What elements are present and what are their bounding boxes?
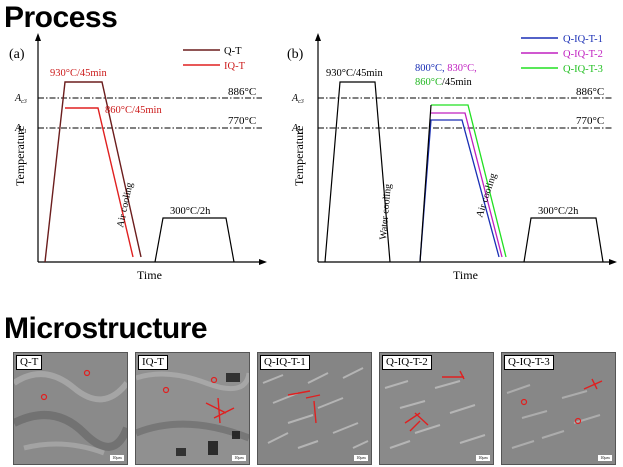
micrograph-iqt: IQ-T 10μm: [135, 352, 250, 465]
chart-b-legend-label-1: Q-IQ-T-2: [563, 49, 603, 60]
chart-b-x-arrow: [609, 259, 617, 265]
micrograph-label: Q-IQ-T-2: [382, 355, 432, 370]
chart-a-ac1-label: Ac1: [14, 123, 27, 135]
micrograph-texture: [502, 353, 615, 464]
micrograph-label: IQ-T: [138, 355, 168, 370]
chart-b-temp-2: 860°C: [415, 77, 442, 88]
chart-b-temp-0: 800°C,: [415, 63, 447, 74]
chart-b-legend-label-0: Q-IQ-T-1: [563, 34, 603, 45]
chart-b-series-3: [431, 104, 507, 258]
chart-a-group: (a) Temperature Time Ac3 Ac1 886°C 770°C…: [9, 33, 267, 282]
chart-a-ac3-label: Ac3: [14, 93, 27, 105]
microstructure-heading: Microstructure: [4, 312, 208, 345]
chart-b-legend-label-2: Q-IQ-T-3: [563, 64, 603, 75]
chart-b-panel-label: (b): [287, 47, 304, 62]
micrograph-texture: [380, 353, 493, 464]
chart-a-y-arrow: [35, 33, 41, 41]
chart-b-annotation-temps: 800°C, 830°C,: [415, 63, 477, 74]
micrograph-qiqt-1: Q-IQ-T-1 10μm: [257, 352, 372, 465]
chart-b-xlabel: Time: [453, 268, 478, 282]
chart-b-ylabel: Temperature: [292, 126, 306, 186]
micrograph-label: Q-T: [16, 355, 43, 370]
chart-a-ac3-value: 886°C: [228, 86, 256, 98]
micrograph-texture: [14, 353, 127, 464]
scale-bar: 10μm: [232, 455, 246, 461]
micrograph-texture: [258, 353, 371, 464]
chart-a-x-arrow: [259, 259, 267, 265]
micrograph-qiqt-2: Q-IQ-T-2 10μm: [379, 352, 494, 465]
chart-a-legend-label-0: Q-T: [224, 46, 242, 57]
micrograph-qt: Q-T 10μm: [13, 352, 128, 465]
chart-a-panel-label: (a): [9, 47, 25, 62]
scale-bar: 10μm: [354, 455, 368, 461]
chart-b-ac3-value: 886°C: [576, 86, 604, 98]
chart-b-annotation-temps-2: 860°C/45min: [415, 77, 472, 88]
scale-bar: 10μm: [598, 455, 612, 461]
chart-b-ac1-label: Ac1: [291, 123, 304, 135]
micrograph-texture: [136, 353, 249, 464]
chart-a-annotation-930: 930°C/45min: [50, 68, 107, 79]
chart-a-ac1-value: 770°C: [228, 115, 256, 127]
chart-b-ac3-label: Ac3: [291, 93, 304, 105]
chart-b-annotation-930: 930°C/45min: [326, 68, 383, 79]
scale-bar: 10μm: [476, 455, 490, 461]
chart-b-water-cooling: Water cooling: [378, 183, 394, 240]
chart-a-annotation-300: 300°C/2h: [170, 206, 211, 217]
chart-a-legend-label-1: IQ-T: [224, 61, 246, 72]
micrograph-label: Q-IQ-T-1: [260, 355, 310, 370]
micrograph-qiqt-3: Q-IQ-T-3 10μm: [501, 352, 616, 465]
process-heading: Process: [4, 1, 118, 34]
chart-a-annotation-860: 860°C/45min: [105, 105, 162, 116]
chart-b-quench: [324, 81, 391, 263]
scale-bar: 10μm: [110, 455, 124, 461]
chart-b-series-base: [419, 104, 432, 263]
chart-b-y-arrow: [315, 33, 321, 41]
micrograph-label: Q-IQ-T-3: [504, 355, 554, 370]
chart-b-temp-1: 830°C,: [447, 63, 477, 74]
chart-b-group: (b) Temperature Time Ac3 Ac1 886°C 770°C…: [287, 33, 617, 282]
chart-b-series-2: [431, 112, 503, 258]
chart-a-tempering: [154, 217, 235, 263]
chart-a-xlabel: Time: [137, 268, 162, 282]
chart-b-annotation-300: 300°C/2h: [538, 206, 579, 217]
chart-a-series-qt: [44, 81, 142, 263]
chart-a-series-iqt: [65, 107, 134, 258]
chart-b-tempering: [523, 217, 604, 263]
chart-b-ac1-value: 770°C: [576, 115, 604, 127]
chart-a-ylabel: Temperature: [13, 126, 27, 186]
chart-b-temp-3: /45min: [442, 77, 473, 88]
